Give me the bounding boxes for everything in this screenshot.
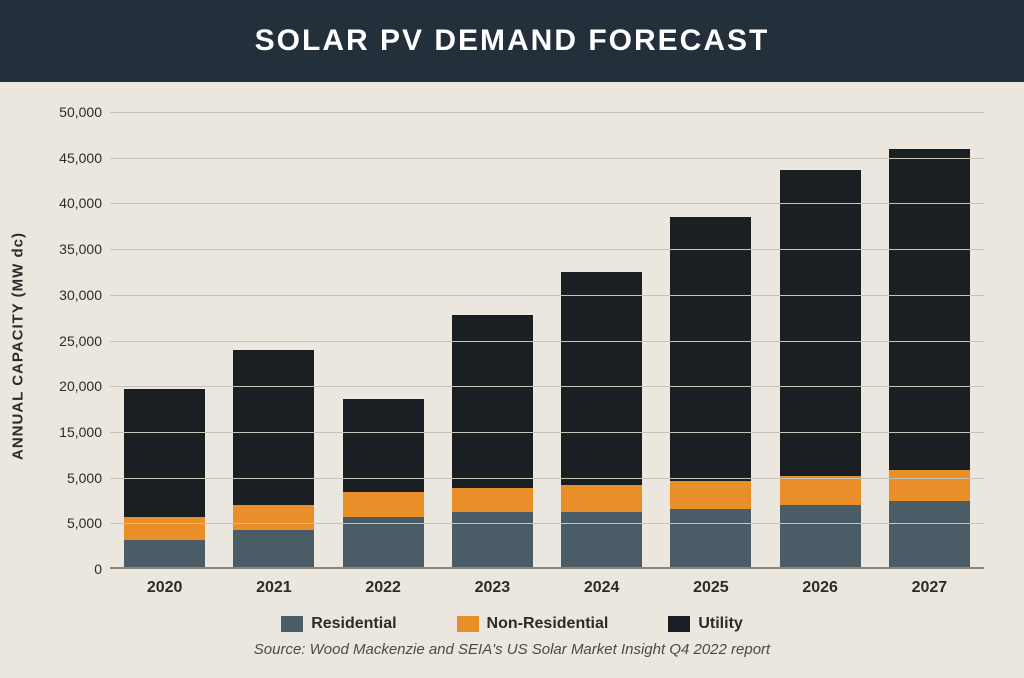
x-axis-baseline: [110, 567, 984, 569]
y-tick-label: 35,000: [59, 241, 110, 257]
bar-segment-non-residential: [124, 517, 205, 540]
legend-label: Utility: [698, 615, 742, 633]
stacked-bar: [780, 170, 861, 569]
legend: Residential Non-Residential Utility: [0, 609, 1024, 641]
legend-item: Residential: [281, 615, 396, 633]
y-tick-label: 25,000: [59, 333, 110, 349]
legend-label: Residential: [311, 615, 396, 633]
x-tick-label: 2025: [693, 569, 729, 597]
header-bar: SOLAR PV DEMAND FORECAST: [0, 0, 1024, 82]
bar-segment-residential: [889, 501, 970, 569]
x-tick-label: 2026: [802, 569, 838, 597]
source-citation: Source: Wood Mackenzie and SEIA's US Sol…: [0, 641, 1024, 678]
bar-segment-utility: [889, 149, 970, 471]
y-axis-label: ANNUAL CAPACITY (MW dc): [10, 232, 27, 460]
gridline: [110, 523, 984, 524]
bar-segment-utility: [124, 389, 205, 517]
bar-segment-residential: [561, 512, 642, 569]
y-tick-label: 5,000: [67, 470, 110, 486]
bar-segment-non-residential: [452, 488, 533, 513]
stacked-bar: [343, 399, 424, 569]
stacked-bar: [452, 315, 533, 569]
bar-segment-utility: [670, 217, 751, 481]
gridline: [110, 158, 984, 159]
gridline: [110, 432, 984, 433]
y-tick-label: 30,000: [59, 287, 110, 303]
gridline: [110, 386, 984, 387]
gridline: [110, 478, 984, 479]
stacked-bar: [670, 217, 751, 569]
y-tick-label: 45,000: [59, 150, 110, 166]
y-tick-label: 40,000: [59, 195, 110, 211]
x-tick-label: 2024: [584, 569, 620, 597]
legend-label: Non-Residential: [487, 615, 609, 633]
bar-segment-residential: [780, 505, 861, 569]
bar-segment-non-residential: [889, 470, 970, 501]
bar-segment-residential: [343, 517, 424, 569]
stacked-bar: [124, 389, 205, 569]
legend-swatch: [668, 616, 690, 632]
bar-segment-non-residential: [233, 505, 314, 530]
x-tick-label: 2027: [912, 569, 948, 597]
legend-item: Non-Residential: [457, 615, 609, 633]
y-tick-label: 5,000: [67, 515, 110, 531]
x-tick-label: 2021: [256, 569, 292, 597]
bar-segment-utility: [233, 350, 314, 505]
y-tick-label: 50,000: [59, 104, 110, 120]
bar-segment-non-residential: [343, 492, 424, 517]
bar-segment-residential: [124, 540, 205, 569]
bar-segment-residential: [452, 512, 533, 569]
y-tick-label: 15,000: [59, 424, 110, 440]
gridline: [110, 112, 984, 113]
gridline: [110, 295, 984, 296]
stacked-bar: [561, 272, 642, 569]
gridline: [110, 203, 984, 204]
gridline: [110, 341, 984, 342]
bar-segment-residential: [670, 509, 751, 569]
bar-segment-residential: [233, 530, 314, 569]
x-tick-label: 2022: [365, 569, 401, 597]
gridline: [110, 249, 984, 250]
x-tick-label: 2023: [475, 569, 511, 597]
legend-swatch: [281, 616, 303, 632]
y-tick-label: 0: [94, 561, 110, 577]
chart-container: ANNUAL CAPACITY (MW dc) 2020202120222023…: [0, 82, 1024, 609]
plot-area: 20202021202220232024202520262027 05,0005…: [110, 112, 984, 569]
stacked-bar: [233, 350, 314, 569]
stacked-bar: [889, 149, 970, 569]
legend-item: Utility: [668, 615, 742, 633]
bar-segment-utility: [561, 272, 642, 485]
x-tick-label: 2020: [147, 569, 183, 597]
bar-segment-non-residential: [780, 476, 861, 505]
bar-segment-non-residential: [670, 481, 751, 508]
chart-title: SOLAR PV DEMAND FORECAST: [0, 24, 1024, 58]
y-tick-label: 20,000: [59, 378, 110, 394]
legend-swatch: [457, 616, 479, 632]
bar-segment-utility: [780, 170, 861, 476]
bar-segment-non-residential: [561, 485, 642, 512]
